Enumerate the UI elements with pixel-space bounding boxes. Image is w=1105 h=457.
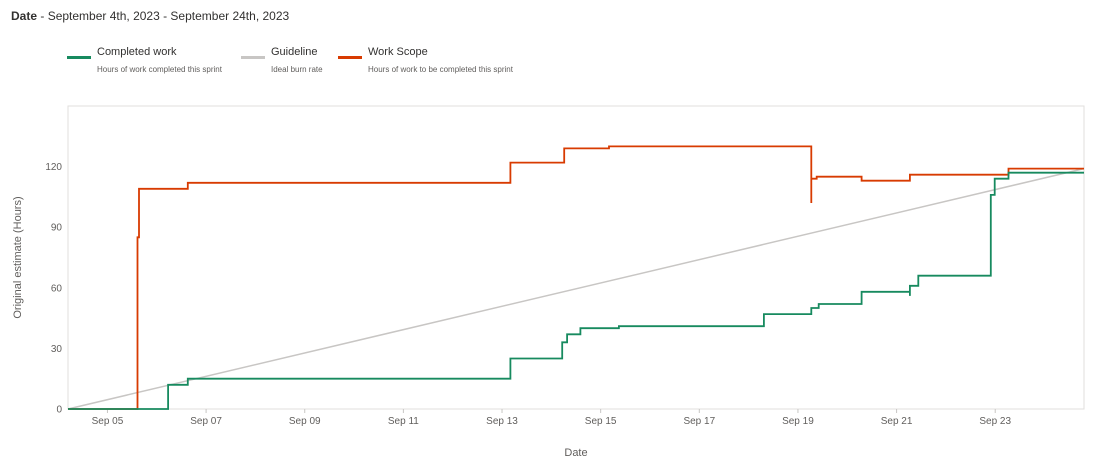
x-tick-label: Sep 19 xyxy=(782,416,814,427)
date-filter-separator: - xyxy=(37,9,48,23)
y-axis-ticks: 0 30 60 90 120 xyxy=(45,162,62,415)
y-tick-label: 30 xyxy=(51,344,63,355)
legend-description-guideline: Ideal burn rate xyxy=(271,65,323,74)
legend-swatch-work-scope xyxy=(338,56,362,59)
x-axis-title: Date xyxy=(564,447,587,457)
legend-swatch-guideline xyxy=(241,56,265,59)
legend-swatch-completed-work xyxy=(67,56,91,59)
series-line-work-scope[interactable] xyxy=(68,145,1084,410)
x-tick-label: Sep 11 xyxy=(388,416,419,427)
series-line-guideline[interactable] xyxy=(67,167,1085,410)
plot-border xyxy=(67,105,1085,410)
y-axis-title: Original estimate (Hours) xyxy=(12,196,24,318)
plot-area xyxy=(67,105,1085,410)
legend-description-completed-work: Hours of work completed this sprint xyxy=(97,65,222,74)
legend-description-work-scope: Hours of work to be completed this sprin… xyxy=(368,65,513,74)
date-range-header: Date - September 4th, 2023 - September 2… xyxy=(11,9,289,23)
series-lines xyxy=(67,145,1085,410)
legend-name-guideline: Guideline xyxy=(271,46,318,58)
y-tick-label: 90 xyxy=(51,223,63,234)
x-tick-label: Sep 09 xyxy=(289,416,321,427)
legend-name-completed-work: Completed work xyxy=(97,46,177,58)
x-tick-label: Sep 05 xyxy=(92,416,124,427)
legend-name-work-scope: Work Scope xyxy=(368,46,428,58)
series-line-completed-work[interactable] xyxy=(68,171,1084,410)
x-tick-label: Sep 21 xyxy=(881,416,913,427)
date-range-text: September 4th, 2023 - September 24th, 20… xyxy=(47,9,290,23)
y-tick-label: 0 xyxy=(56,405,62,416)
date-filter-label: Date xyxy=(11,9,38,23)
x-tick-label: Sep 15 xyxy=(585,416,617,427)
x-tick-label: Sep 07 xyxy=(190,416,222,427)
x-tick-label: Sep 23 xyxy=(979,416,1011,427)
x-axis-ticks: Sep 05 Sep 07 Sep 09 Sep 11 Sep 13 Sep 15 Sep … xyxy=(92,409,1012,427)
y-tick-label: 120 xyxy=(45,162,62,173)
y-tick-label: 60 xyxy=(51,283,63,294)
x-tick-label: Sep 13 xyxy=(486,416,518,427)
x-tick-label: Sep 17 xyxy=(683,416,715,427)
